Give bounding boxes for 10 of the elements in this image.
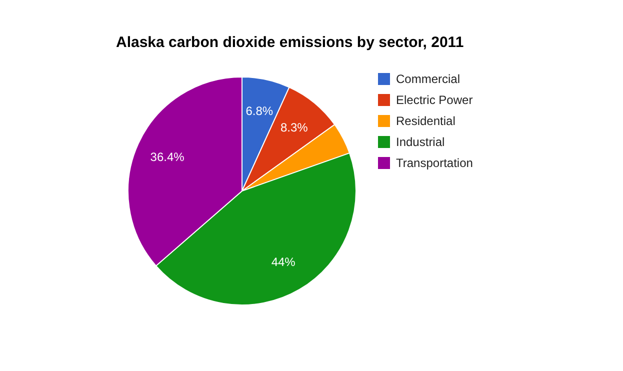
data-label: 6.8% bbox=[246, 104, 274, 118]
legend-label: Commercial bbox=[396, 72, 460, 86]
data-label: 44% bbox=[271, 254, 296, 269]
legend-label: Residential bbox=[396, 114, 456, 128]
legend-label: Industrial bbox=[396, 134, 445, 148]
data-label: 36.4% bbox=[150, 150, 185, 164]
data-label: 8.3% bbox=[280, 120, 308, 135]
legend-label: Electric Power bbox=[396, 92, 473, 106]
chart-title: Alaska carbon dioxide emissions by sector, 2011 bbox=[116, 34, 464, 51]
legend-label: Transportation bbox=[396, 156, 473, 170]
